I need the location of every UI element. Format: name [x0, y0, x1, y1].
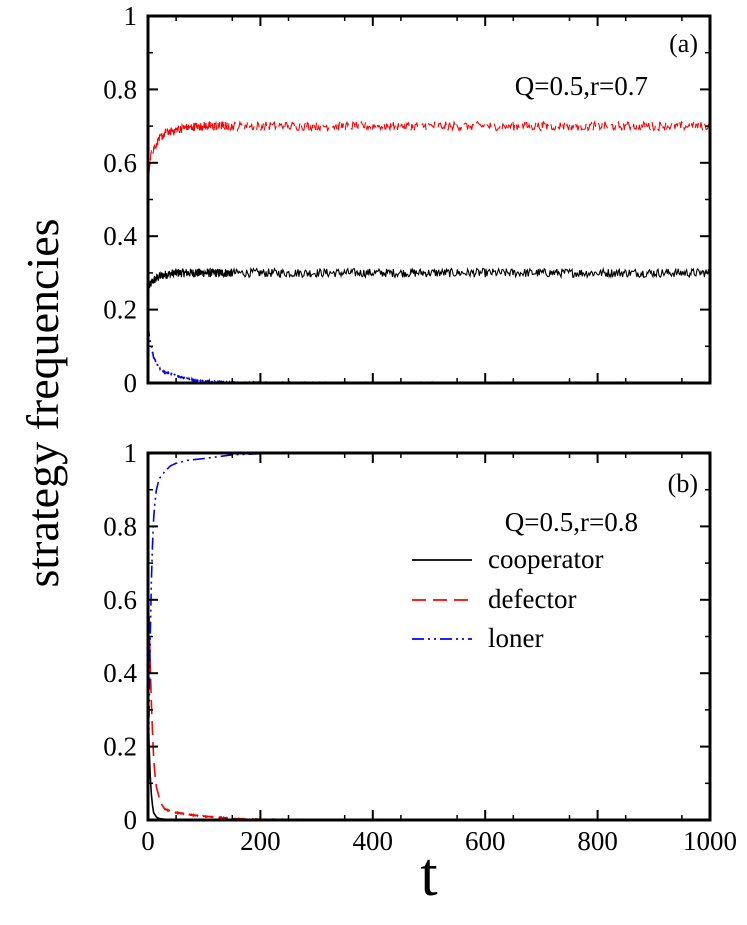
legend-label-loner: loner — [488, 623, 543, 653]
series-line-cooperator — [148, 698, 710, 820]
legend: cooperator defector loner — [412, 544, 603, 653]
y-tick-label: 0 — [124, 368, 138, 398]
panel-b: 0 200 400 600 800 1000 0 0.2 0.4 0.6 0.8 1 (b) Q=0.5,… — [103, 438, 737, 856]
series-line-defector — [148, 574, 710, 820]
y-tick-label: 0.8 — [103, 74, 137, 104]
x-tick-label: 200 — [240, 826, 281, 856]
x-tick-label: 600 — [465, 826, 506, 856]
parameter-annotation: Q=0.5,r=0.8 — [505, 507, 638, 537]
y-tick-label: 1 — [124, 438, 138, 468]
y-tick-label: 0.2 — [103, 295, 137, 325]
y-axis-label: strategy frequencies — [17, 218, 68, 587]
legend-label-cooperator: cooperator — [488, 544, 603, 574]
y-tick-label: 0 — [124, 805, 138, 835]
series-line-defector — [148, 120, 710, 218]
series-line-loner — [148, 324, 710, 383]
x-tick-label: 0 — [141, 826, 155, 856]
y-tick-label: 0.8 — [103, 511, 137, 541]
y-tick-label: 0.2 — [103, 732, 137, 762]
panel-label: (a) — [669, 29, 698, 58]
y-tick-label: 0.6 — [103, 585, 137, 615]
panel-label: (b) — [668, 469, 698, 498]
y-tick-label: 0.4 — [103, 658, 137, 688]
y-tick-label: 0.6 — [103, 148, 137, 178]
y-tick-label: 0.4 — [103, 221, 137, 251]
parameter-annotation: Q=0.5,r=0.7 — [515, 71, 648, 101]
x-tick-label: 800 — [577, 826, 618, 856]
series-line-loner — [148, 453, 710, 802]
x-axis-label: t — [420, 841, 437, 909]
y-tick-label: 1 — [124, 1, 138, 31]
x-tick-label: 1000 — [683, 826, 737, 856]
legend-label-defector: defector — [488, 584, 576, 614]
panel-a: 0 0.2 0.4 0.6 0.8 1 (a) Q=0.5,r=0.7 — [103, 1, 712, 398]
x-tick-label: 400 — [353, 826, 394, 856]
series-line-cooperator — [148, 266, 710, 292]
